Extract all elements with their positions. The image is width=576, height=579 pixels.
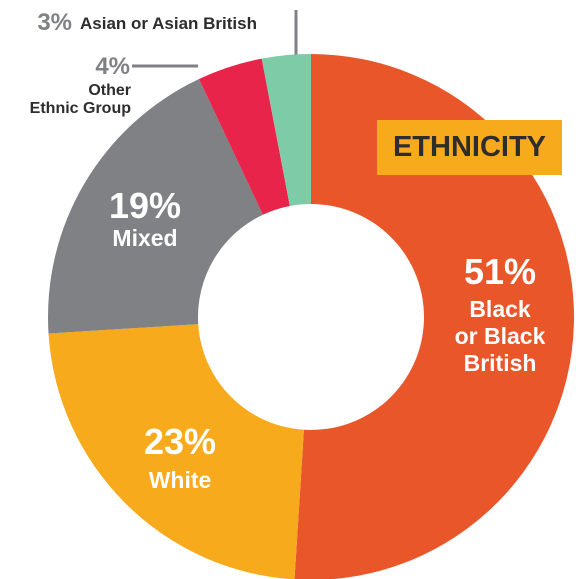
- category-label: Other Ethnic Group: [29, 82, 131, 117]
- value-label: 4%: [95, 53, 130, 80]
- donut-slice: [48, 324, 304, 579]
- value-label: 3%: [37, 9, 72, 36]
- category-label: Black or Black British: [454, 296, 546, 376]
- category-label: Asian or Asian British: [80, 14, 257, 33]
- donut-slice: [199, 58, 290, 215]
- donut-slice: [261, 54, 311, 207]
- donut-slice: [47, 79, 263, 334]
- category-label: Mixed: [112, 225, 178, 251]
- category-label: White: [148, 467, 212, 493]
- value-label: 23%: [143, 421, 217, 462]
- value-label: 51%: [463, 251, 537, 292]
- donut-slice: [294, 54, 574, 579]
- chart-title: ETHNICITY: [377, 120, 562, 175]
- value-label: 19%: [108, 185, 182, 226]
